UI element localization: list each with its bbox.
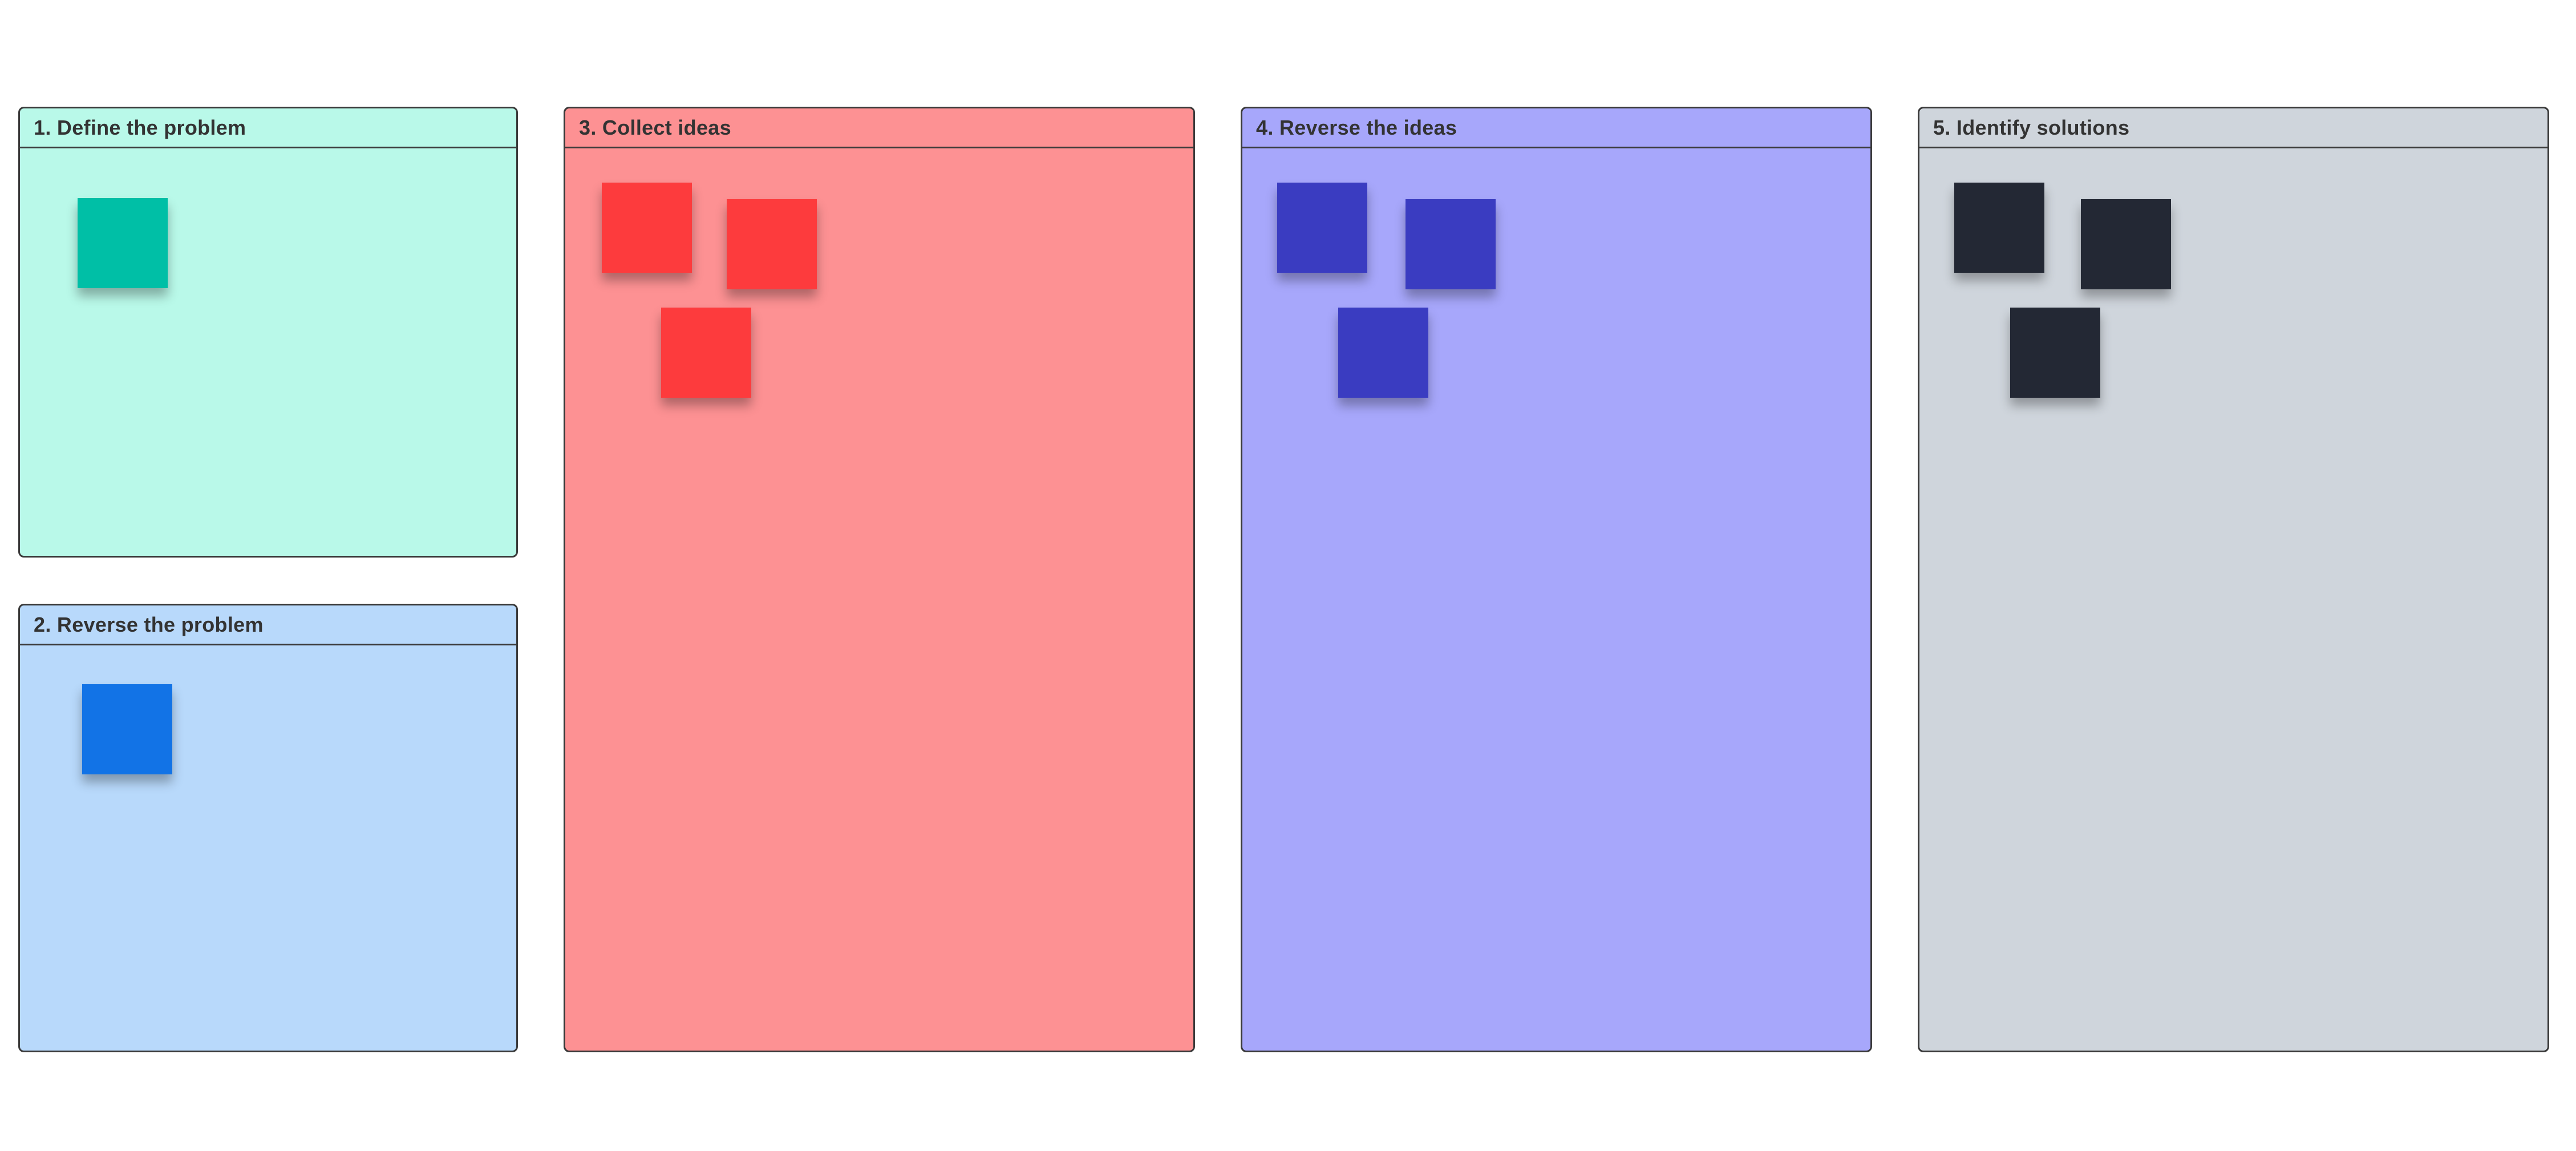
panel-body[interactable] bbox=[565, 150, 1193, 1051]
sticky-note[interactable] bbox=[82, 684, 172, 774]
sticky-note[interactable] bbox=[2010, 308, 2100, 398]
panel-body[interactable] bbox=[1242, 150, 1870, 1051]
panel-3-collect-ideas[interactable]: 3. Collect ideas bbox=[564, 107, 1195, 1052]
sticky-note[interactable] bbox=[602, 183, 692, 273]
panel-title: 3. Collect ideas bbox=[579, 115, 731, 139]
panel-title: 1. Define the problem bbox=[34, 115, 246, 139]
panel-2-reverse-problem[interactable]: 2. Reverse the problem bbox=[18, 604, 518, 1052]
sticky-note[interactable] bbox=[78, 198, 168, 288]
panel-5-identify-solutions[interactable]: 5. Identify solutions bbox=[1918, 107, 2549, 1052]
panel-4-reverse-ideas[interactable]: 4. Reverse the ideas bbox=[1241, 107, 1872, 1052]
sticky-note[interactable] bbox=[1954, 183, 2044, 273]
panel-header: 4. Reverse the ideas bbox=[1242, 108, 1870, 148]
panel-title: 5. Identify solutions bbox=[1933, 115, 2130, 139]
sticky-note[interactable] bbox=[1277, 183, 1367, 273]
sticky-note[interactable] bbox=[1338, 308, 1428, 398]
panel-title: 4. Reverse the ideas bbox=[1256, 115, 1457, 139]
panel-title: 2. Reverse the problem bbox=[34, 612, 264, 636]
sticky-note[interactable] bbox=[661, 308, 751, 398]
sticky-note[interactable] bbox=[1406, 199, 1496, 289]
sticky-note[interactable] bbox=[2081, 199, 2171, 289]
panel-1-define-problem[interactable]: 1. Define the problem bbox=[18, 107, 518, 558]
panel-header: 1. Define the problem bbox=[20, 108, 516, 148]
sticky-note[interactable] bbox=[727, 199, 817, 289]
panel-header: 5. Identify solutions bbox=[1919, 108, 2547, 148]
panel-header: 2. Reverse the problem bbox=[20, 605, 516, 645]
panel-body[interactable] bbox=[1919, 150, 2547, 1051]
panel-header: 3. Collect ideas bbox=[565, 108, 1193, 148]
